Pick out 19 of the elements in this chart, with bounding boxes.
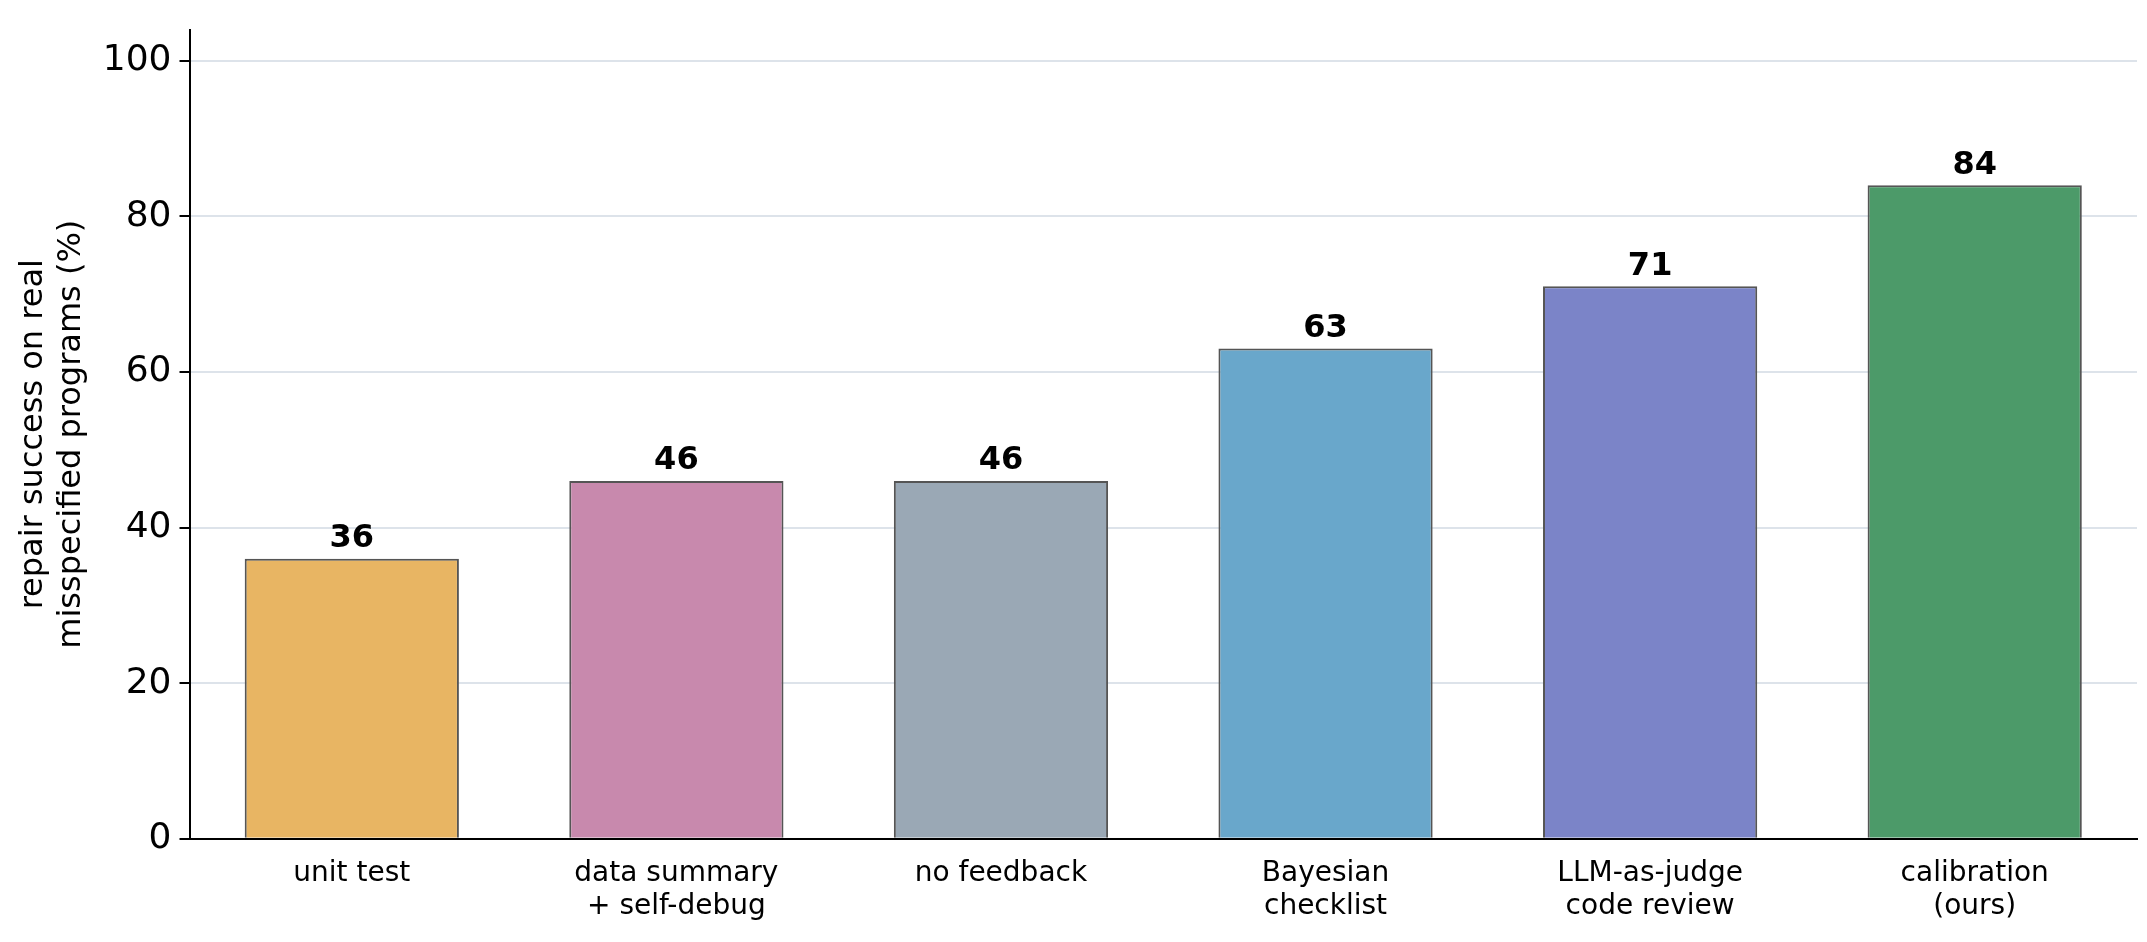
y-tick-label: 60 [125, 348, 172, 390]
y-tick-label: 0 [148, 815, 172, 857]
x-tick-label: no feedback [914, 854, 1088, 888]
data-label: 46 [654, 439, 699, 478]
y-tick-label: 100 [102, 37, 172, 79]
y-tick-label: 40 [125, 503, 172, 545]
y-tick-label: 80 [125, 192, 172, 234]
y-tick-label: 20 [125, 659, 172, 701]
x-tick-label: LLM-as-judge code review [1557, 854, 1743, 922]
y-axis-title: repair success on real misspecified programs (%) [11, 219, 88, 649]
x-tick-label: Bayesian checklist [1261, 854, 1390, 922]
data-label: 63 [1303, 306, 1348, 345]
data-label: 46 [978, 439, 1024, 478]
x-tick-label: calibration (ours) [1900, 854, 2049, 922]
x-tick-label: data summary + self-debug [574, 854, 779, 922]
data-label: 36 [329, 517, 375, 555]
data-label: 71 [1627, 244, 1673, 283]
x-tick-label: unit test [293, 854, 411, 888]
data-label: 84 [1952, 143, 1997, 182]
